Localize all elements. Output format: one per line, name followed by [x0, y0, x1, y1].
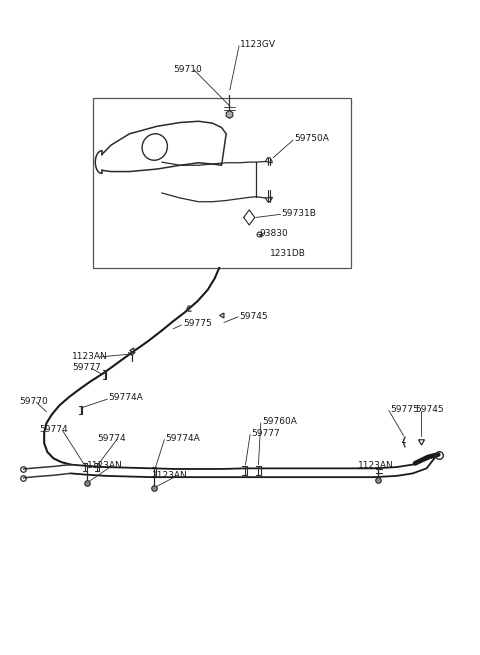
Text: 1231DB: 1231DB	[270, 249, 306, 258]
Ellipse shape	[142, 134, 168, 160]
Text: 1123AN: 1123AN	[358, 461, 393, 470]
Text: 59774A: 59774A	[108, 394, 143, 402]
Text: 59760A: 59760A	[262, 417, 297, 426]
Text: 93830: 93830	[259, 229, 288, 238]
Text: 1123AN: 1123AN	[153, 472, 188, 480]
Text: 59775: 59775	[183, 319, 212, 328]
Text: 59777: 59777	[252, 428, 280, 438]
Text: 1123AN: 1123AN	[87, 461, 123, 470]
Text: 59774: 59774	[97, 434, 126, 443]
Text: 59710: 59710	[174, 66, 203, 74]
Text: 59770: 59770	[19, 397, 48, 406]
Text: 59774A: 59774A	[165, 434, 200, 443]
Text: 59750A: 59750A	[294, 134, 329, 143]
Bar	[93, 98, 350, 268]
Text: 59774: 59774	[39, 426, 68, 434]
Text: 59745: 59745	[239, 312, 268, 321]
Text: 1123AN: 1123AN	[72, 352, 108, 361]
Text: 59777: 59777	[72, 364, 100, 372]
Text: 59745: 59745	[415, 405, 444, 414]
Text: 1123GV: 1123GV	[240, 40, 276, 49]
Text: 59731B: 59731B	[281, 208, 316, 217]
Text: 59775: 59775	[390, 405, 419, 414]
